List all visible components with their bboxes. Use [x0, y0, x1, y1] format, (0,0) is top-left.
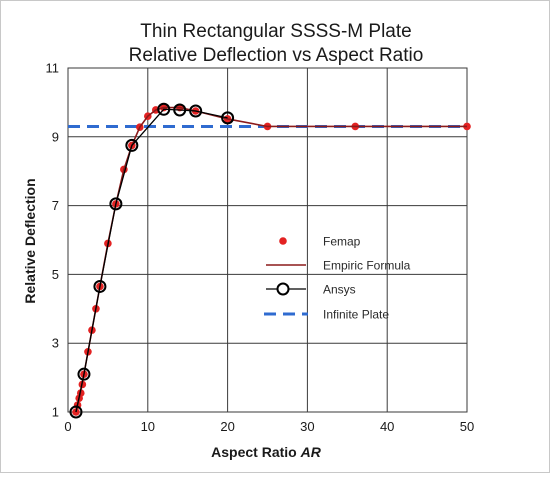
y-tick-label-5: 5: [52, 267, 59, 282]
series-ansys: [69, 102, 235, 419]
point-ansys: [173, 103, 187, 117]
point-ansys: [221, 111, 235, 125]
x-axis-label: Aspect Ratio AR: [211, 444, 322, 460]
y-axis-ticks: 1 3 5 7 9 11: [46, 61, 60, 420]
legend-swatch-ansys: [276, 282, 290, 296]
legend-item-ansys: Ansys: [266, 282, 356, 297]
legend-swatch-femap: [279, 237, 287, 245]
x-tick-label-10: 10: [141, 419, 155, 434]
legend-item-femap: Femap: [279, 235, 361, 249]
y-tick-label-1: 1: [52, 405, 59, 420]
y-tick-label-3: 3: [52, 336, 59, 351]
point-ansys: [77, 367, 91, 381]
point-ansys: [69, 405, 83, 419]
x-axis-label-italic: AR: [300, 444, 322, 460]
point-ansys: [157, 102, 171, 116]
chart-title-line-2: Relative Deflection vs Aspect Ratio: [129, 45, 424, 66]
legend-label-empiric-formula: Empiric Formula: [323, 259, 411, 273]
point-ansys: [189, 104, 203, 118]
legend-label-femap: Femap: [323, 235, 361, 249]
y-tick-label-11: 11: [46, 61, 60, 76]
series-layer: [68, 102, 471, 419]
y-tick-label-7: 7: [52, 198, 59, 213]
point-ansys: [109, 197, 123, 211]
x-axis-ticks: 0 10 20 30 40 50: [64, 419, 474, 434]
y-tick-label-9: 9: [52, 129, 59, 144]
point-femap: [72, 408, 80, 416]
legend-label-infinite-plate: Infinite Plate: [323, 308, 389, 322]
x-tick-label-50: 50: [460, 419, 474, 434]
chart-title-line-1: Thin Rectangular SSSS-M Plate: [140, 21, 411, 42]
x-tick-label-0: 0: [64, 419, 71, 434]
point-ansys: [93, 279, 107, 293]
legend-item-infinite-plate: Infinite Plate: [264, 308, 389, 322]
plot-area: [67, 67, 468, 413]
legend: Femap Empiric Formula Ansys Infinite Plate: [264, 235, 411, 322]
legend-label-ansys: Ansys: [323, 283, 356, 297]
x-axis-label-text: Aspect Ratio: [211, 444, 300, 460]
series-line-ansys: [75, 108, 228, 413]
point-ansys: [125, 138, 139, 152]
x-tick-label-20: 20: [220, 419, 234, 434]
grid: [67, 67, 468, 413]
legend-item-empiric-formula: Empiric Formula: [266, 259, 411, 273]
y-axis-label: Relative Deflection: [22, 178, 38, 303]
x-tick-label-40: 40: [380, 419, 394, 434]
x-tick-label-30: 30: [300, 419, 314, 434]
